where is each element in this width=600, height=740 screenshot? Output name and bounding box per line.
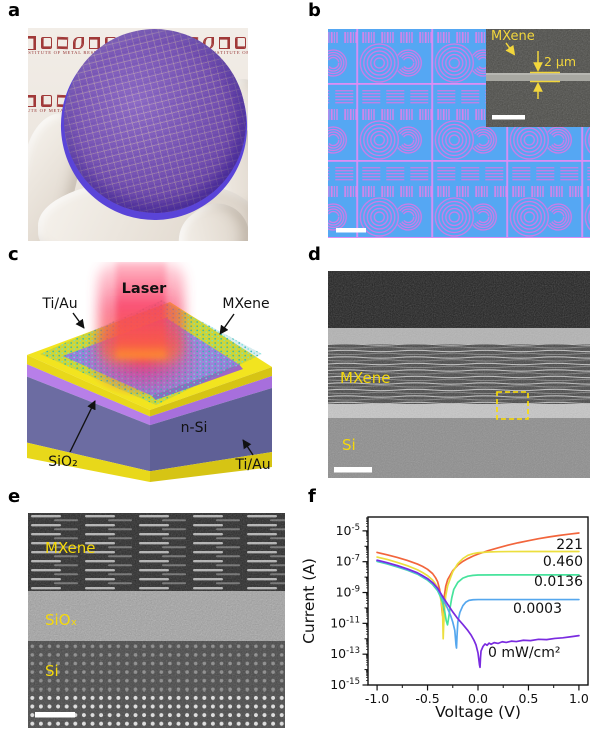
x-tick-label: -0.5: [415, 691, 439, 706]
panel-d-tem-image: MXene Si: [328, 271, 590, 478]
y-tick-label: 10-9: [336, 585, 360, 600]
panel-e-hrtem-image: MXene SiOₓ Si: [28, 513, 285, 728]
x-tick-label: -1.0: [365, 691, 389, 706]
y-tick-label: 10-15: [330, 677, 360, 692]
inset-mxene-label: MXene: [491, 29, 535, 44]
bottom-electrode-label: Ti/Au: [234, 457, 270, 473]
inset-thickness-label: 2 µm: [544, 54, 576, 69]
roi-dashed-box: [496, 391, 529, 420]
x-tick-label: 0.5: [519, 691, 539, 706]
y-tick-label: 10-13: [330, 646, 360, 661]
mxene-label: MXene: [222, 296, 269, 312]
inset-scale-bar: [492, 115, 525, 120]
top-electrode-label: Ti/Au: [41, 296, 77, 312]
panel-b-optical-micrograph: MXene 2 µm: [328, 29, 590, 238]
curve-label-0.0136: 0.0136: [534, 574, 583, 590]
curve-label-0: 0 mW/cm²: [488, 645, 561, 661]
oxide-label: SiO₂: [48, 454, 77, 470]
curve-label-0.46: 0.460: [543, 554, 583, 570]
mxene-arrow: [505, 42, 516, 56]
mxene-label: MXene: [340, 369, 391, 387]
laser-label: Laser: [122, 281, 167, 297]
iv-curve-0.46: [376, 550, 580, 640]
x-axis-title: Voltage (V): [435, 703, 521, 721]
panel-label-a: a: [8, 0, 21, 21]
si-label: Si: [342, 436, 356, 454]
panel-label-b: b: [308, 0, 321, 21]
y-axis-title: Current (A): [300, 558, 318, 644]
x-tick-label: 0.0: [468, 691, 488, 706]
curve-label-0.0003: 0.0003: [513, 601, 562, 617]
curve-label-221: 221: [556, 537, 583, 553]
oxide-arrow: [69, 400, 96, 453]
scale-bar: [336, 228, 366, 233]
iv-curve-221: [376, 532, 580, 617]
laser-beam: [98, 262, 184, 362]
panel-label-f: f: [308, 486, 316, 507]
y-tick-label: 10-7: [336, 554, 360, 569]
plot-frame: [367, 516, 589, 686]
panel-label-d: d: [308, 244, 321, 265]
panel-a-wafer-photo: INSTITUTE OF METAL RESEARCH, CHINESE ACA…: [28, 28, 248, 241]
panel-c-device-schematic: Laser Ti/Au MXene SiO₂ n-Si Ti/Au: [27, 262, 272, 482]
siox-label: SiOₓ: [45, 611, 77, 629]
scale-bar: [35, 712, 75, 718]
si-label: Si: [45, 662, 59, 680]
top-electrode-arrow: [72, 312, 85, 329]
mxene-arrow: [219, 313, 235, 335]
panel-f-iv-chart: 10-5 10-7 10-9 10-11 10-13 10-15 -1.0 -0.5 0.0 0.…: [300, 516, 589, 721]
y-tick-label: 10-5: [336, 523, 360, 538]
x-tick-label: 1.0: [569, 691, 589, 706]
y-tick-label: 10-11: [330, 615, 360, 630]
scale-bar: [334, 467, 372, 473]
bottom-electrode-arrow: [242, 439, 254, 456]
panel-label-e: e: [8, 486, 21, 507]
mxene-film-stripe: [486, 73, 590, 81]
sem-inset: MXene 2 µm: [486, 29, 590, 127]
mxene-label: MXene: [45, 539, 96, 557]
panel-label-c: c: [8, 244, 19, 265]
substrate-label: n-Si: [181, 420, 208, 436]
iv-curve-0: [376, 559, 580, 669]
